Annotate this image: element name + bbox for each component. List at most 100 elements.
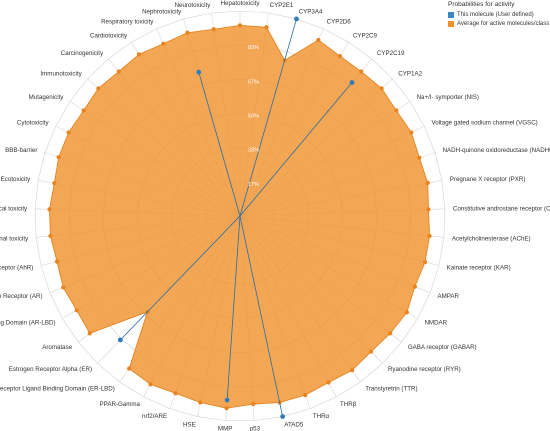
series-area-molecule: [120, 18, 353, 417]
point-average-5: [359, 69, 364, 74]
axis-label-43: Nephrotoxicity: [142, 8, 182, 15]
axis-label-1: CYP2E1: [270, 2, 294, 9]
axis-label-32: Aryl hydrocarbon Receptor (AhR): [0, 265, 33, 272]
radar-series: [47, 16, 432, 419]
axis-label-26: PPAR-Gamma: [100, 401, 141, 408]
axis-label-15: NMDAR: [424, 320, 447, 327]
point-average-0: [237, 23, 243, 28]
point-average-32: [54, 259, 60, 264]
point-average-15: [404, 310, 409, 315]
point-average-1: [264, 25, 269, 30]
point-average-31: [61, 285, 66, 290]
axis-label-28: Estrogen Receptor Alpha (ER): [9, 366, 92, 373]
point-average-10: [425, 180, 430, 185]
axis-label-23: MMP: [218, 425, 232, 431]
point-average-37: [66, 130, 71, 135]
point-average-30: [74, 308, 79, 313]
axis-label-2: CYP3A4: [299, 8, 323, 15]
tick-label-1: 33%: [248, 148, 259, 154]
axis-label-44: Neurotoxicity: [175, 2, 212, 9]
point-average-7: [394, 108, 399, 113]
point-average-43: [185, 30, 190, 35]
point-average-29: [87, 331, 92, 336]
point-average-4: [337, 53, 343, 59]
axis-label-12: Acetylcholinesterase (AChE): [452, 235, 531, 242]
point-average-44: [211, 27, 216, 32]
axis-label-8: Voltage gated sodium channel (VGSC): [431, 120, 537, 127]
point-average-20: [303, 393, 308, 398]
axis-label-38: Mutagenicity: [29, 94, 65, 101]
point-molecule-23: [224, 397, 230, 403]
point-average-27: [127, 366, 132, 371]
axis-label-13: Kainate receptor (KAR): [447, 265, 511, 272]
tick-label-5: 100%: [248, 11, 262, 17]
point-average-16: [388, 331, 393, 336]
axis-label-34: Clinical toxicity: [0, 206, 28, 213]
axis-label-10: Pregnane X receptor (PXR): [450, 176, 526, 183]
axis-label-31: Androgen Receptor (AR): [0, 293, 43, 300]
legend: Probabilities for activity This molecule…: [448, 1, 550, 29]
point-average-41: [136, 52, 142, 57]
axis-label-18: Transtyretrin (TTR): [365, 385, 417, 392]
legend-item-molecule: This molecule (User defined): [448, 11, 550, 19]
axis-label-30: Androgen Receptor Ligand Binding Domain …: [0, 320, 56, 327]
axis-label-42: Respiratory toxicity: [101, 18, 154, 25]
point-average-9: [417, 155, 422, 160]
legend-swatch-average: [448, 21, 454, 27]
point-average-42: [161, 41, 166, 46]
legend-swatch-molecule: [448, 12, 454, 18]
point-average-23: [224, 406, 229, 411]
axis-label-14: AMPAR: [437, 293, 459, 300]
point-average-13: [422, 260, 428, 265]
axis-label-35: Ecotoxicity: [1, 176, 31, 183]
axis-label-41: Cardiotoxicity: [90, 32, 128, 39]
point-average-19: [326, 380, 331, 385]
point-average-8: [409, 130, 414, 135]
legend-title: Probabilities for activity: [448, 1, 515, 8]
point-molecule-43: [196, 69, 202, 75]
axis-label-21: ATAD5: [284, 421, 304, 428]
point-average-36: [56, 154, 61, 160]
axis-label-40: Carcinogenicity: [61, 50, 104, 57]
point-average-14: [412, 284, 417, 289]
axis-label-6: CYP1A2: [398, 70, 422, 77]
point-molecule-21: [280, 414, 286, 419]
axis-label-25: nrf2/ARE: [142, 413, 167, 420]
tick-label-4: 83%: [248, 45, 259, 51]
point-molecule-2: [294, 16, 299, 22]
axis-label-29: Aromatase: [42, 344, 72, 351]
axis-label-37: Cytotoxicity: [17, 120, 50, 127]
point-average-40: [116, 69, 121, 74]
axis-label-22: p53: [250, 425, 261, 431]
legend-label-molecule: This molecule (User defined): [457, 12, 534, 18]
point-average-3: [316, 37, 321, 43]
tick-label-3: 67%: [248, 79, 259, 85]
axis-label-16: GABA receptor (GABAR): [408, 344, 477, 351]
legend-item-average: Average for active molecules/class: [448, 20, 550, 28]
axis-label-19: THRβ: [340, 401, 357, 408]
point-average-18: [349, 368, 355, 373]
point-average-25: [173, 391, 178, 396]
point-average-35: [52, 181, 57, 186]
point-average-12: [427, 233, 432, 239]
axis-label-33: Nutritional toxicity: [0, 235, 29, 242]
axis-label-20: THRα: [313, 413, 330, 420]
point-average-26: [148, 382, 153, 387]
axis-label-17: Ryanodine receptor (RYR): [388, 366, 461, 373]
tick-label-0: 17%: [248, 182, 259, 188]
radar-tick-labels: 17% 33% 50% 67% 83% 100%: [248, 11, 262, 188]
axis-label-4: CYP2C9: [353, 32, 378, 39]
point-average-11: [426, 207, 431, 212]
axis-label-7: Na+/I- symporter (NIS): [417, 94, 479, 101]
point-average-6: [379, 86, 384, 91]
axis-label-5: CYP2C19: [377, 50, 405, 57]
point-molecule-28: [117, 337, 123, 343]
grid-ring-5: [34, 10, 446, 421]
axis-label-3: CYP2D6: [327, 18, 352, 25]
axis-label-36: BBB-barrier: [5, 147, 37, 154]
legend-label-average: Average for active molecules/class: [457, 21, 550, 27]
axis-label-27: Estrogen Receptor Ligand Binding Domain …: [0, 385, 115, 392]
point-average-33: [48, 233, 53, 239]
